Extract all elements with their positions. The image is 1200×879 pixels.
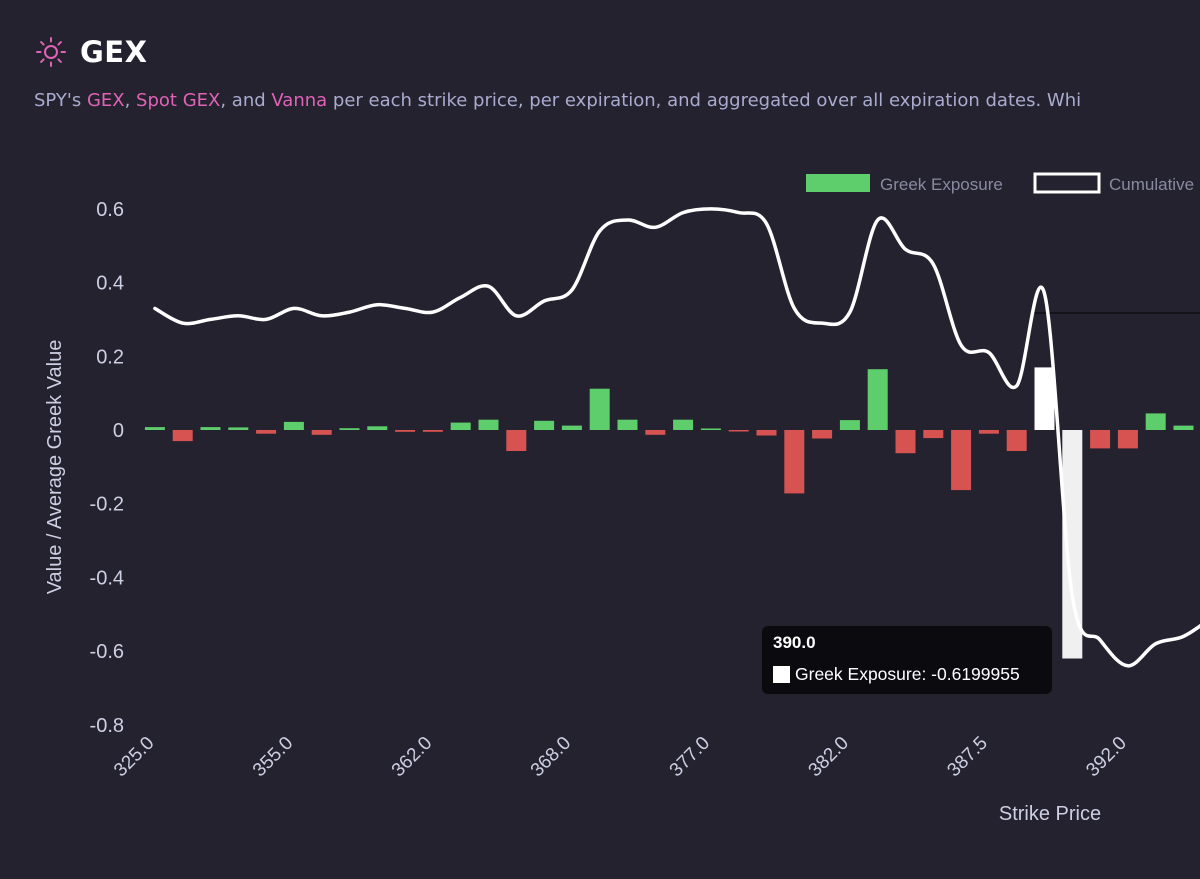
bar[interactable] [895, 430, 916, 454]
bar[interactable] [144, 427, 165, 430]
desc-sep-1: , [124, 90, 137, 111]
bar[interactable] [450, 422, 471, 430]
page-title: GEX [80, 35, 148, 69]
bar[interactable] [534, 420, 555, 430]
y-tick-label: -0.8 [90, 715, 124, 737]
y-tick-label: 0.4 [96, 273, 124, 295]
x-tick-label: 392.0 [1082, 733, 1130, 781]
bar[interactable] [728, 430, 749, 432]
header: GEX [34, 32, 147, 72]
sun-icon [36, 37, 66, 67]
bar[interactable] [1145, 413, 1166, 430]
greek-exposure-bars [144, 367, 1194, 659]
bar[interactable] [422, 430, 443, 432]
bar[interactable] [395, 430, 416, 432]
bar[interactable] [867, 369, 888, 430]
x-tick-label: 382.0 [805, 733, 853, 781]
bar[interactable] [951, 430, 972, 491]
y-tick-label: 0.6 [96, 199, 124, 221]
tooltip: 390.0 Greek Exposure: -0.6199955 [762, 626, 1052, 694]
bar[interactable] [172, 430, 193, 442]
x-tick-label: 377.0 [666, 733, 714, 781]
desc-spot-gex-link[interactable]: Spot GEX [136, 90, 221, 111]
y-axis-ticks: 0.6 0.4 0.2 0 -0.2 -0.4 -0.6 -0.8 [90, 199, 124, 737]
bar[interactable] [1034, 367, 1055, 430]
tooltip-value: Greek Exposure: -0.6199955 [795, 664, 1020, 684]
bar[interactable] [617, 419, 638, 430]
y-tick-label: -0.2 [90, 494, 124, 516]
desc-prefix: SPY's [34, 90, 87, 111]
desc-rest: per each strike price, per expiration, a… [327, 90, 1082, 111]
bar[interactable] [700, 428, 721, 431]
page-description: SPY's GEX, Spot GEX, and Vanna per each … [34, 86, 1081, 116]
bar[interactable] [1006, 430, 1027, 451]
bar[interactable] [339, 428, 360, 430]
bar[interactable] [1090, 430, 1111, 449]
bar[interactable] [561, 425, 582, 430]
y-tick-label: -0.4 [90, 567, 124, 589]
cumulative-line [153, 207, 1200, 668]
bar[interactable] [589, 388, 610, 430]
bar[interactable] [978, 430, 999, 434]
bar[interactable] [673, 419, 694, 430]
legend-cumulative-swatch[interactable] [1033, 172, 1101, 194]
bar[interactable] [1117, 430, 1138, 449]
bar[interactable] [228, 427, 249, 430]
bar[interactable] [1062, 430, 1083, 659]
bar[interactable] [283, 421, 304, 430]
x-axis-ticks: 325.0 355.0 362.0 368.0 377.0 382.0 387.5 392.0 [110, 733, 1131, 781]
bar[interactable] [478, 419, 499, 430]
desc-sep-2: , and [220, 90, 272, 111]
desc-gex-link[interactable]: GEX [86, 90, 125, 111]
bar[interactable] [256, 430, 277, 434]
tooltip-swatch [773, 666, 790, 683]
legend-greek-exposure-swatch[interactable] [806, 174, 870, 192]
y-tick-label: 0.2 [96, 346, 124, 368]
bar[interactable] [784, 430, 805, 494]
x-tick-label: 387.5 [943, 733, 991, 781]
y-axis-label: Value / Average Greek Value [44, 340, 66, 595]
bar[interactable] [1173, 425, 1194, 430]
bar[interactable] [311, 430, 332, 435]
legend-cumulative-label[interactable]: Cumulative [1109, 175, 1194, 194]
bar[interactable] [645, 430, 666, 435]
bar[interactable] [367, 426, 388, 430]
x-tick-label: 368.0 [527, 733, 575, 781]
x-tick-label: 362.0 [388, 733, 436, 781]
bar[interactable] [200, 427, 221, 430]
legend-greek-exposure-label[interactable]: Greek Exposure [880, 175, 1003, 194]
y-tick-label: 0 [113, 420, 124, 442]
bar[interactable] [756, 430, 777, 436]
x-tick-label: 355.0 [249, 733, 297, 781]
desc-vanna-link[interactable]: Vanna [271, 90, 328, 111]
bar[interactable] [812, 430, 833, 439]
bar[interactable] [923, 430, 944, 439]
x-axis-label: Strike Price [999, 803, 1101, 825]
y-tick-label: -0.6 [90, 641, 124, 663]
bar[interactable] [506, 430, 527, 451]
bar[interactable] [839, 420, 860, 430]
x-tick-label: 325.0 [110, 733, 158, 781]
tooltip-title: 390.0 [773, 633, 816, 652]
